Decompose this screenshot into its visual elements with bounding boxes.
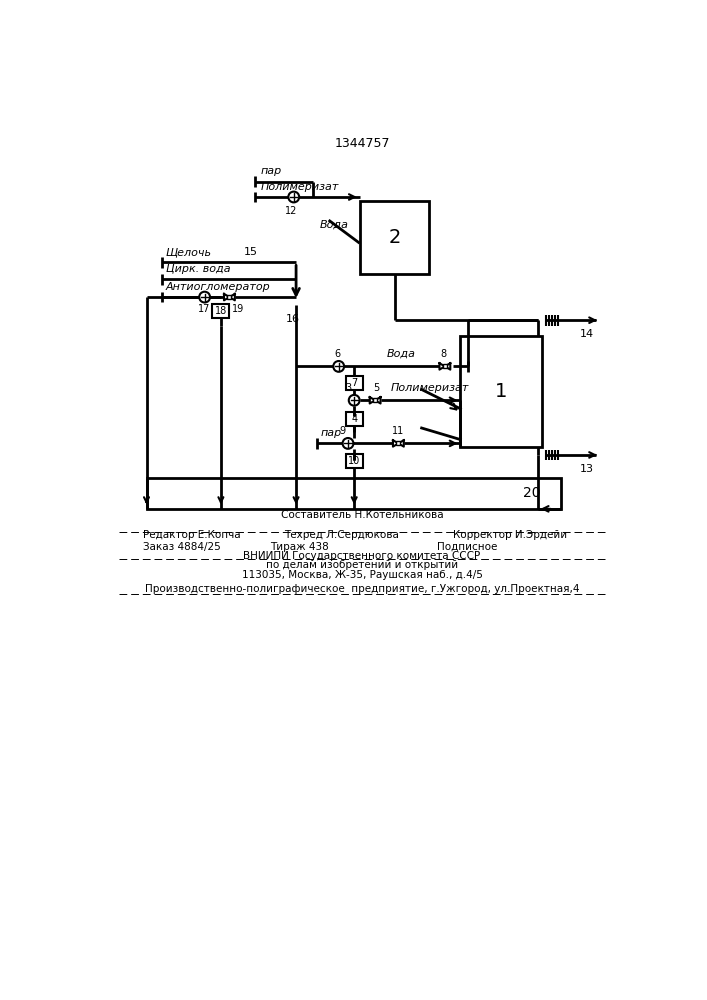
Text: Тираж 438: Тираж 438 xyxy=(271,542,329,552)
Text: Щелочь: Щелочь xyxy=(166,247,212,257)
Circle shape xyxy=(288,192,299,202)
Text: 16: 16 xyxy=(286,314,300,324)
Bar xyxy=(460,336,542,447)
Bar xyxy=(360,201,429,274)
Text: Вода: Вода xyxy=(387,349,416,359)
Text: 1: 1 xyxy=(495,382,507,401)
Text: Вода: Вода xyxy=(320,220,349,230)
Text: по делам изобретений и открытий: по делам изобретений и открытий xyxy=(266,560,458,570)
Text: Антиогломератор: Антиогломератор xyxy=(166,282,271,292)
Text: 5: 5 xyxy=(373,383,380,393)
Bar xyxy=(346,454,363,468)
Text: 9: 9 xyxy=(339,426,346,436)
Text: 11: 11 xyxy=(392,426,404,436)
Text: пар: пар xyxy=(321,428,342,438)
Text: 6: 6 xyxy=(334,349,340,359)
Text: 14: 14 xyxy=(580,329,594,339)
Text: 3: 3 xyxy=(346,383,352,393)
Text: 1344757: 1344757 xyxy=(334,137,390,150)
Bar xyxy=(397,441,400,445)
Text: Производственно-полиграфическое  предприятие, г.Ужгород, ул.Проектная,4: Производственно-полиграфическое предприя… xyxy=(145,584,579,594)
Circle shape xyxy=(333,361,344,372)
Bar xyxy=(212,304,230,318)
Text: 2: 2 xyxy=(388,228,401,247)
Bar xyxy=(346,412,363,426)
Bar xyxy=(443,364,447,368)
Text: Цирк. вода: Цирк. вода xyxy=(166,264,230,274)
Text: пар: пар xyxy=(260,166,281,176)
Text: 113035, Москва, Ж-35, Раушская наб., д.4/5: 113035, Москва, Ж-35, Раушская наб., д.4… xyxy=(242,570,482,580)
Text: 12: 12 xyxy=(285,206,298,216)
Bar xyxy=(228,295,231,299)
Text: 20: 20 xyxy=(523,486,540,500)
Circle shape xyxy=(199,292,210,302)
Text: 15: 15 xyxy=(243,247,257,257)
Text: 7: 7 xyxy=(351,378,357,388)
Circle shape xyxy=(349,395,360,406)
Text: ВНИИПИ Государственного комитета СССР: ВНИИПИ Государственного комитета СССР xyxy=(243,551,481,561)
Text: 17: 17 xyxy=(199,304,211,314)
Text: 13: 13 xyxy=(580,464,594,474)
Text: Заказ 4884/25: Заказ 4884/25 xyxy=(143,542,221,552)
Text: Полимеризат: Полимеризат xyxy=(391,383,469,393)
Text: Редактор Е.Копча: Редактор Е.Копча xyxy=(143,530,240,540)
Bar xyxy=(346,376,363,389)
Text: 10: 10 xyxy=(348,456,361,466)
Bar xyxy=(373,398,377,402)
Text: 8: 8 xyxy=(440,349,446,359)
Text: 4: 4 xyxy=(351,414,357,424)
Bar xyxy=(146,478,561,509)
Text: Корректор И.Эрдейи: Корректор И.Эрдейи xyxy=(452,530,567,540)
Text: Составитель Н.Котельникова: Составитель Н.Котельникова xyxy=(281,510,443,520)
Text: 18: 18 xyxy=(215,306,227,316)
Text: 19: 19 xyxy=(232,304,244,314)
Text: Полимеризат: Полимеризат xyxy=(260,182,339,192)
Text: Подписное: Подписное xyxy=(437,542,498,552)
Circle shape xyxy=(343,438,354,449)
Text: Техред Л.Сердюкова: Техред Л.Сердюкова xyxy=(284,530,399,540)
